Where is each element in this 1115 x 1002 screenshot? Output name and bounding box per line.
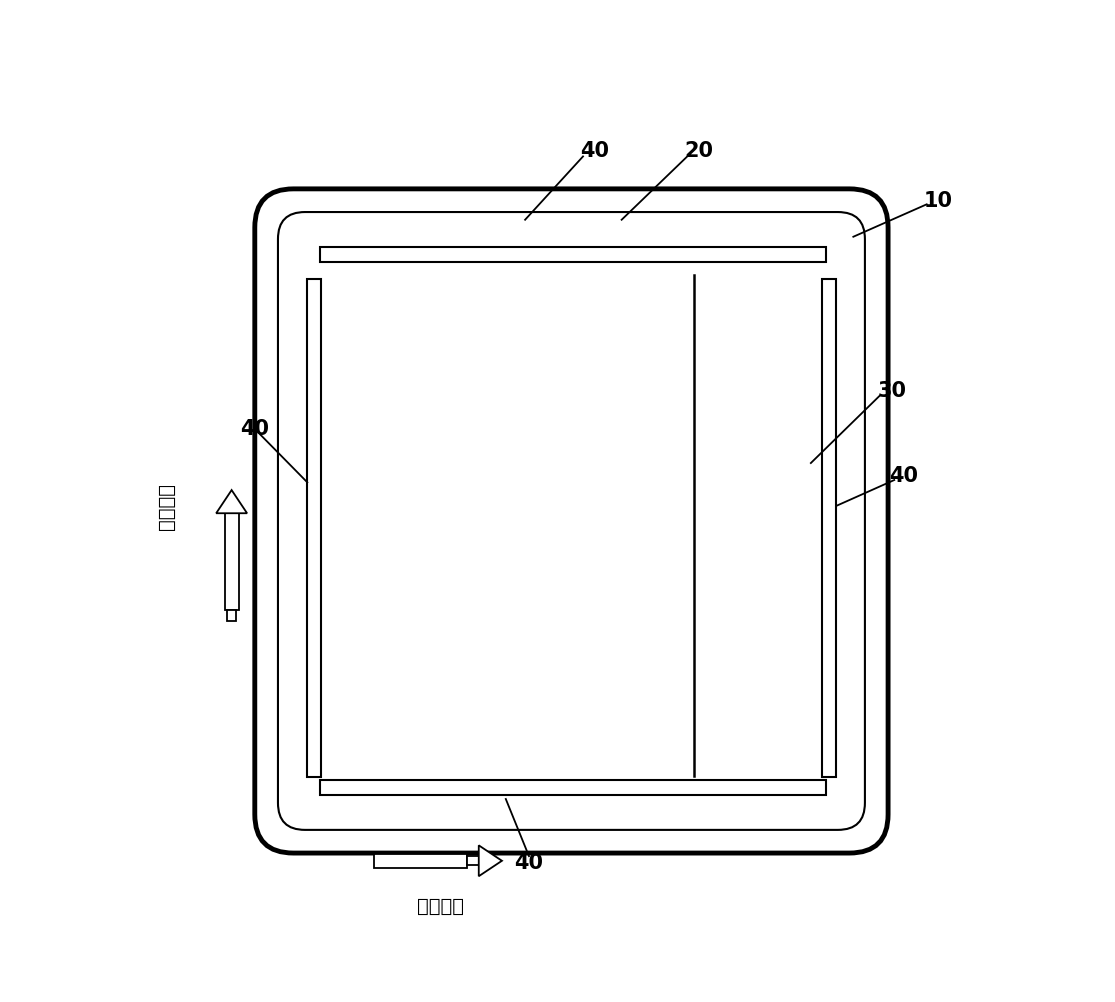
FancyBboxPatch shape <box>278 212 865 830</box>
Text: 第一方向: 第一方向 <box>417 896 464 915</box>
Bar <box>320 247 826 263</box>
Text: 20: 20 <box>685 141 714 161</box>
Bar <box>320 780 826 796</box>
Bar <box>308 280 321 778</box>
Text: 30: 30 <box>878 381 906 400</box>
Bar <box>467 857 478 866</box>
Text: 第二方向: 第二方向 <box>156 483 175 529</box>
Text: 40: 40 <box>241 419 270 439</box>
Text: 40: 40 <box>889 465 918 485</box>
Text: 40: 40 <box>580 141 609 161</box>
Polygon shape <box>216 491 248 514</box>
Bar <box>822 280 835 778</box>
Polygon shape <box>478 846 502 877</box>
Text: 10: 10 <box>924 191 953 211</box>
Bar <box>375 854 467 868</box>
Bar <box>224 514 239 610</box>
FancyBboxPatch shape <box>255 189 888 854</box>
Text: 40: 40 <box>514 853 543 873</box>
Bar <box>227 610 236 621</box>
